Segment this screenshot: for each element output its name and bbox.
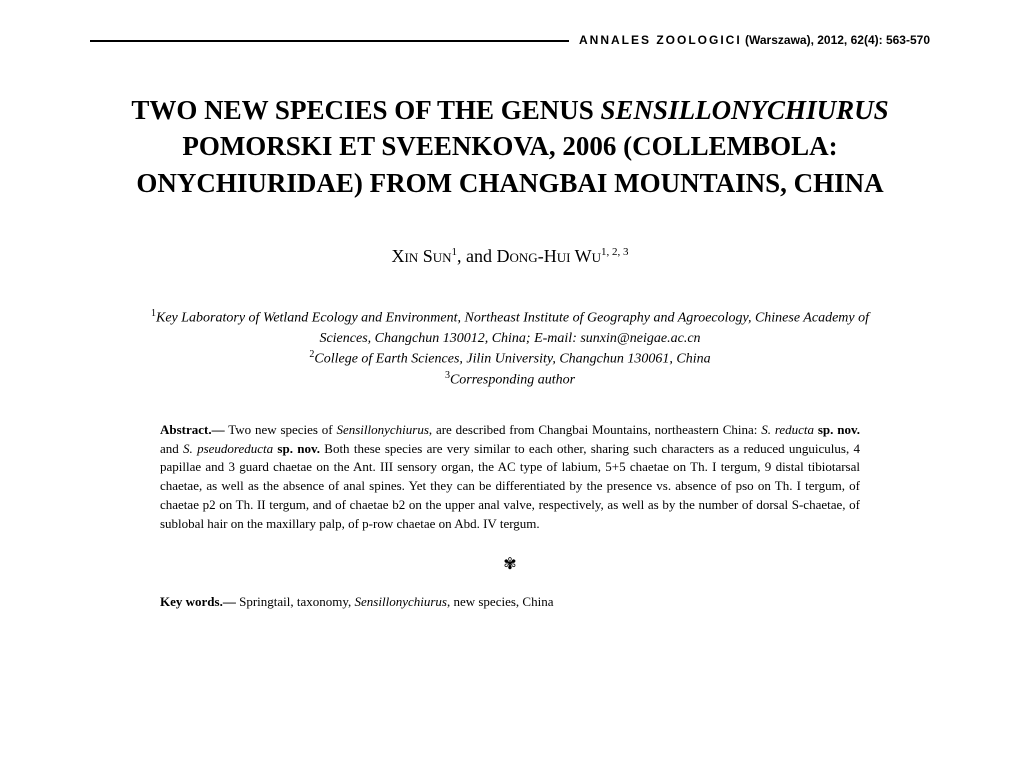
article-title: TWO NEW SPECIES OF THE GENUS SENSILLONYC… [90, 92, 930, 201]
keywords-text2: , new species, China [447, 594, 554, 609]
aff1: Key Laboratory of Wetland Ecology and En… [156, 311, 869, 346]
abstract-sp1: S. reducta [761, 422, 814, 437]
keywords-text1: Springtail, taxonomy, [236, 594, 355, 609]
author2-hyphen: -H [538, 246, 557, 266]
abstract-text2: , are described from Changbai Mountains,… [429, 422, 761, 437]
journal-issue: (Warszawa), 2012, 62(4): 563-570 [745, 33, 930, 47]
abstract-text1: Two new species of [225, 422, 337, 437]
affiliations: 1Key Laboratory of Wetland Ecology and E… [90, 307, 930, 390]
title-genus: SENSILLONYCHIURUS [601, 95, 889, 125]
journal-info: ANNALES ZOOLOGICI (Warszawa), 2012, 62(4… [569, 33, 930, 47]
author2-last-initial: W [570, 246, 591, 266]
ornament-icon: ✾ [90, 554, 930, 574]
author1-last-initial: S [423, 246, 433, 266]
author2-sup: 1, 2, 3 [601, 246, 629, 258]
author2-first-initial: D [497, 246, 510, 266]
journal-name: ANNALES ZOOLOGICI [579, 33, 742, 47]
author2-last-rest: u [592, 246, 601, 266]
author1-first-initial: X [392, 246, 405, 266]
keywords: Key words.— Springtail, taxonomy, Sensil… [90, 594, 930, 610]
abstract-spnov1: sp. nov. [814, 422, 860, 437]
author1-first-rest: in [405, 246, 419, 266]
header-rule: ANNALES ZOOLOGICI (Warszawa), 2012, 62(4… [90, 40, 930, 42]
author1-last-rest: un [433, 246, 452, 266]
keywords-label: Key words.— [160, 594, 236, 609]
title-part1: TWO NEW SPECIES OF THE GENUS [131, 95, 600, 125]
abstract-sp2: S. pseudoreducta [183, 441, 273, 456]
author-conjunction: , and [457, 246, 497, 266]
abstract-label: Abstract.— [160, 422, 225, 437]
aff2: College of Earth Sciences, Jilin Univers… [314, 352, 710, 367]
abstract-genus: Sensillonychiurus [336, 422, 428, 437]
author2-first-rest: ong [510, 246, 538, 266]
abstract: Abstract.— Two new species of Sensillony… [90, 421, 930, 534]
abstract-text3: and [160, 441, 183, 456]
title-part2: POMORSKI ET SVEENKOVA, 2006 (COLLEMBOLA:… [136, 131, 883, 197]
authors: Xin Sun1, and Dong-Hui Wu1, 2, 3 [90, 246, 930, 267]
aff3: Corresponding author [450, 373, 575, 388]
keywords-genus: Sensillonychiurus [355, 594, 447, 609]
author2-rest2: ui [557, 246, 571, 266]
abstract-spnov2: sp. nov. [273, 441, 320, 456]
